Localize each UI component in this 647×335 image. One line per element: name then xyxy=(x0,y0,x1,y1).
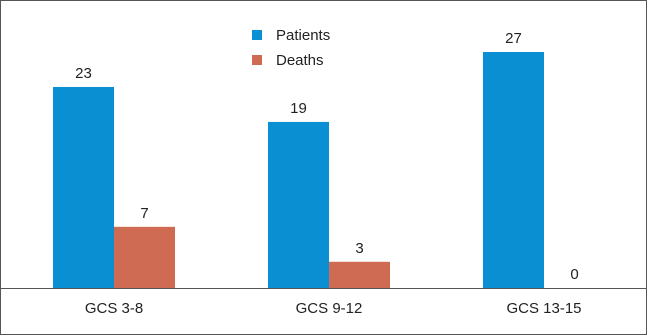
x-tick-label-2: GCS 9-12 xyxy=(296,300,363,317)
bars-layer xyxy=(53,52,544,289)
legend-swatch-deaths xyxy=(252,55,262,65)
data-label-patients-2: 19 xyxy=(290,100,307,117)
data-label-patients-3: 27 xyxy=(505,30,522,47)
data-label-deaths-3: 0 xyxy=(570,266,578,283)
legend-label-deaths: Deaths xyxy=(276,52,324,69)
bar-patients-2 xyxy=(268,121,329,288)
bar-deaths-2 xyxy=(329,261,390,288)
legend-label-patients: Patients xyxy=(276,27,330,44)
data-label-patients-1: 23 xyxy=(75,65,92,82)
bar-patients-3 xyxy=(483,52,544,288)
x-tick-labels: GCS 3-8 GCS 9-12 GCS 13-15 xyxy=(85,300,582,317)
x-tick-label-1: GCS 3-8 xyxy=(85,300,143,317)
bar-deaths-1 xyxy=(114,226,175,288)
data-label-deaths-1: 7 xyxy=(140,205,148,222)
x-tick-label-3: GCS 13-15 xyxy=(506,300,581,317)
legend-swatch-patients xyxy=(252,30,262,40)
data-label-deaths-2: 3 xyxy=(355,240,363,257)
data-labels-layer: 23 7 19 3 27 0 xyxy=(75,30,579,283)
legend: Patients Deaths xyxy=(252,27,330,69)
bar-patients-1 xyxy=(53,86,114,289)
